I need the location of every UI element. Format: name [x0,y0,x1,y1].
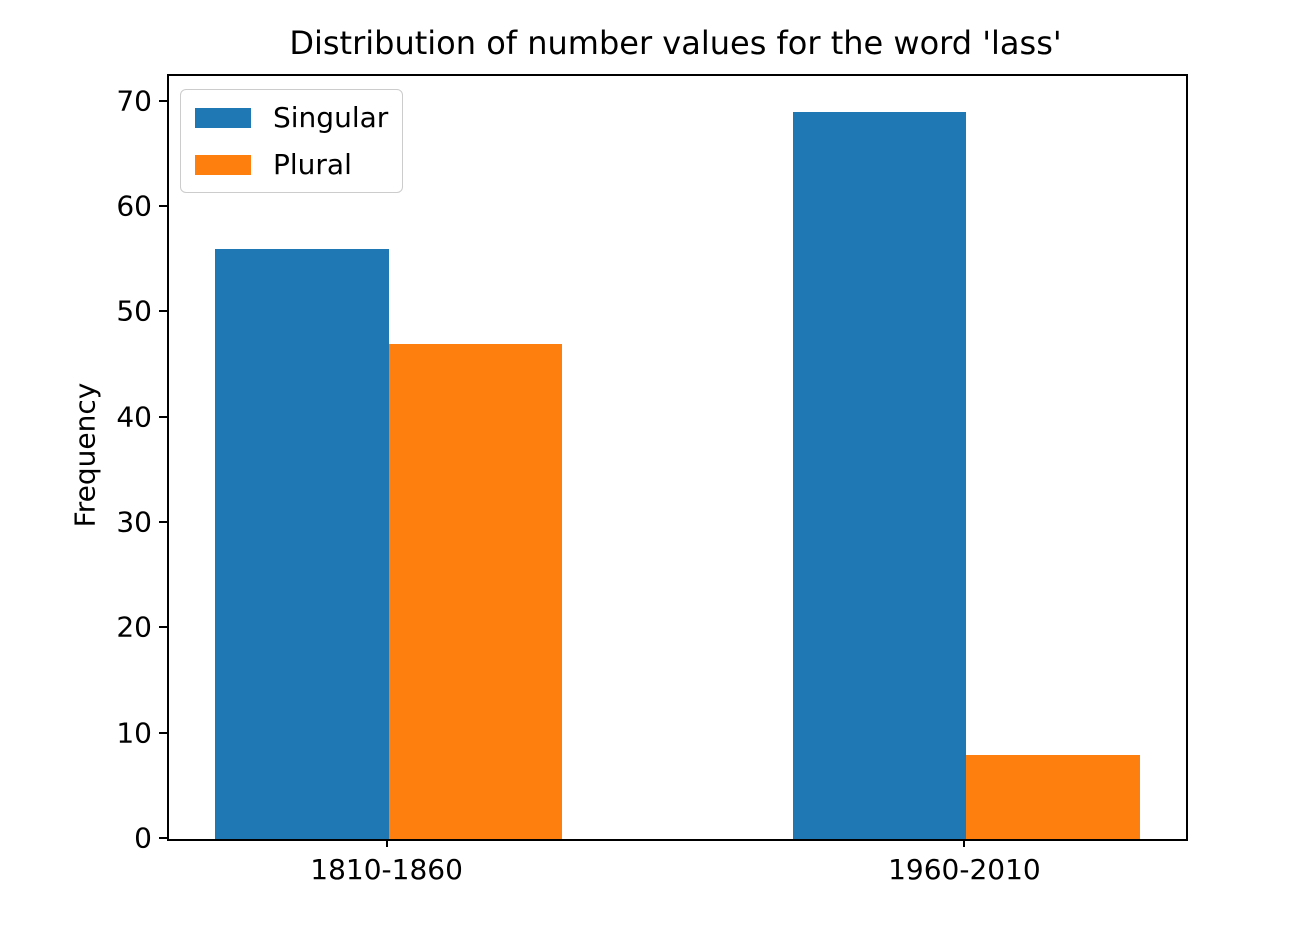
legend-item-plural: Plural [195,148,388,181]
x-axis-tick [385,839,388,847]
y-axis-tick [159,99,167,102]
chart-title: Distribution of number values for the wo… [289,24,1062,62]
bar-singular-1960-2010 [793,112,967,839]
y-tick-label: 0 [134,821,152,855]
y-tick-label: 10 [116,716,152,750]
y-tick-label: 70 [116,84,152,118]
y-axis-tick [159,626,167,629]
legend: Singular Plural [180,89,404,193]
y-tick-label: 20 [116,610,152,644]
legend-swatch-singular [195,107,251,128]
y-tick-label: 30 [116,505,152,539]
y-axis-tick [159,521,167,524]
y-axis-tick [159,731,167,734]
bar-singular-1810-1860 [215,249,389,839]
bar-plural-1960-2010 [966,754,1140,839]
y-tick-label: 40 [116,400,152,434]
legend-label: Plural [273,148,352,181]
bar-plural-1810-1860 [388,344,562,839]
y-tick-label: 60 [116,189,152,223]
legend-label: Singular [273,101,389,134]
y-axis-tick [159,205,167,208]
y-tick-label: 50 [116,294,152,328]
x-tick-label: 1810-1860 [310,853,463,886]
y-axis-tick [159,837,167,839]
plot-area: Singular Plural [167,74,1188,841]
y-axis-tick [159,310,167,313]
x-tick-label: 1960-2010 [888,853,1041,886]
x-axis-tick [963,839,966,847]
y-axis-tick [159,415,167,418]
y-axis-label: Frequency [68,382,102,528]
legend-swatch-plural [195,154,251,175]
legend-item-singular: Singular [195,101,388,134]
